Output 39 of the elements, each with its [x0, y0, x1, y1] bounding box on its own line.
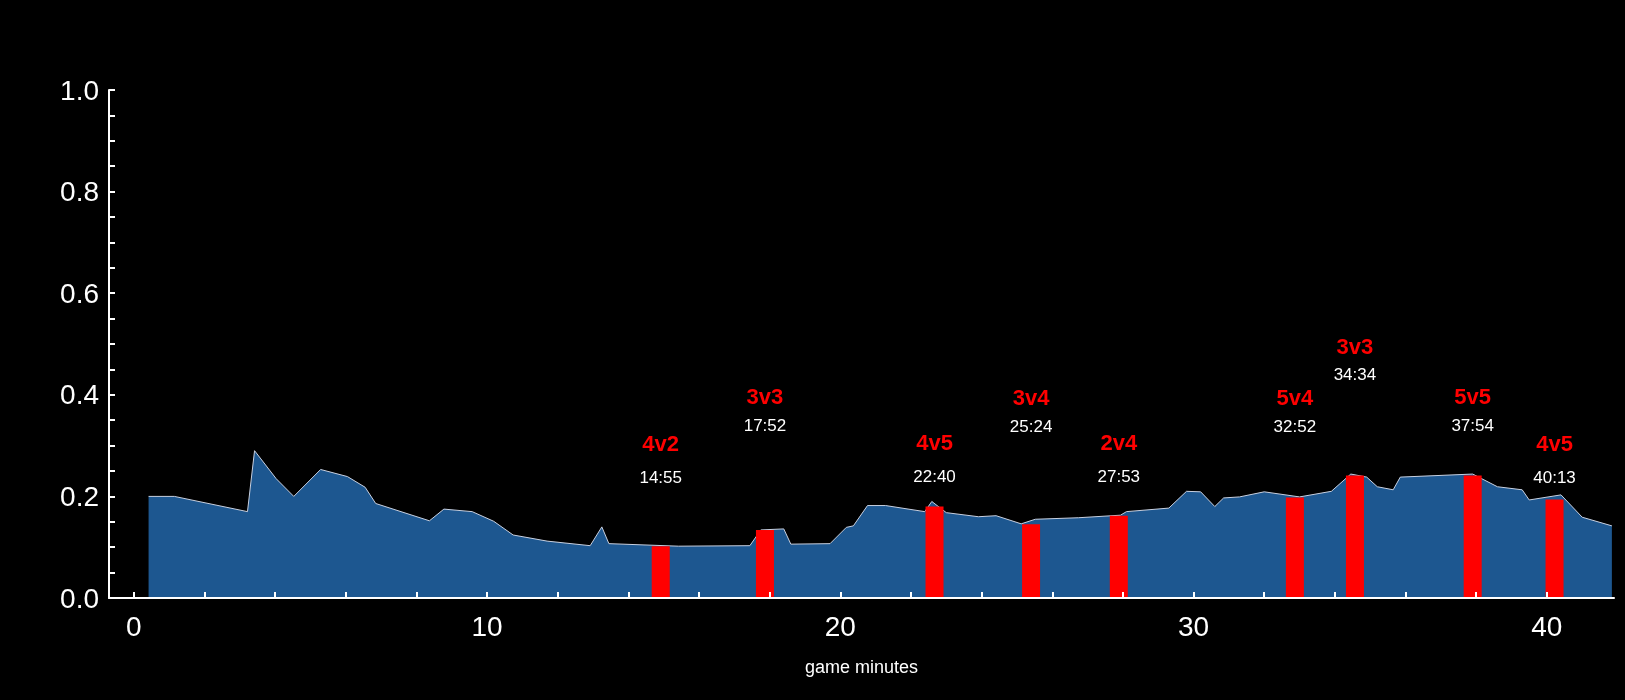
y-tick-label: 0.6 [60, 277, 99, 309]
x-tick-label: 40 [1531, 610, 1563, 642]
x-axis-title: game minutes [804, 657, 919, 677]
annotation: 40:13 [1533, 467, 1576, 487]
bar [1345, 475, 1364, 598]
annotation: 3v4 [1012, 384, 1051, 410]
bar [1545, 499, 1564, 598]
annotation: 17:52 [743, 416, 787, 436]
annotation: 22:40 [913, 467, 956, 487]
annotation: 32:52 [1273, 416, 1317, 436]
x-tick-label: 0 [125, 610, 142, 642]
annotation: 3v3 [1336, 334, 1374, 360]
x-tick-label: 10 [471, 610, 503, 642]
bar [1022, 524, 1041, 598]
y-tick-label: 0.0 [60, 582, 99, 614]
annotation: 14:55 [639, 467, 682, 487]
x-tick-label: 20 [824, 610, 856, 642]
annotation: 4v5 [1536, 430, 1573, 456]
bar [755, 529, 774, 598]
annotation: 3v3 [746, 384, 784, 410]
y-tick-label: 0.4 [60, 379, 99, 411]
bar [1463, 475, 1482, 598]
bar [1109, 515, 1128, 598]
y-tick-label: 0.8 [60, 176, 99, 208]
bar [925, 506, 944, 598]
bar [1285, 497, 1304, 598]
annotation: 37:54 [1451, 416, 1494, 436]
y-tick-label: 0.2 [60, 480, 99, 512]
annotation: 25:24 [1009, 416, 1053, 436]
annotation: 5v5 [1454, 384, 1492, 410]
bar [651, 546, 670, 598]
annotation: 27:53 [1097, 467, 1141, 487]
annotation: 4v2 [642, 430, 680, 456]
annotation: 5v4 [1276, 384, 1314, 410]
annotation: 34:34 [1333, 365, 1377, 385]
annotation: 4v5 [916, 430, 953, 456]
x-tick-label: 30 [1178, 610, 1210, 642]
y-tick-label: 1.0 [60, 74, 99, 106]
annotation: 2v4 [1100, 430, 1138, 456]
